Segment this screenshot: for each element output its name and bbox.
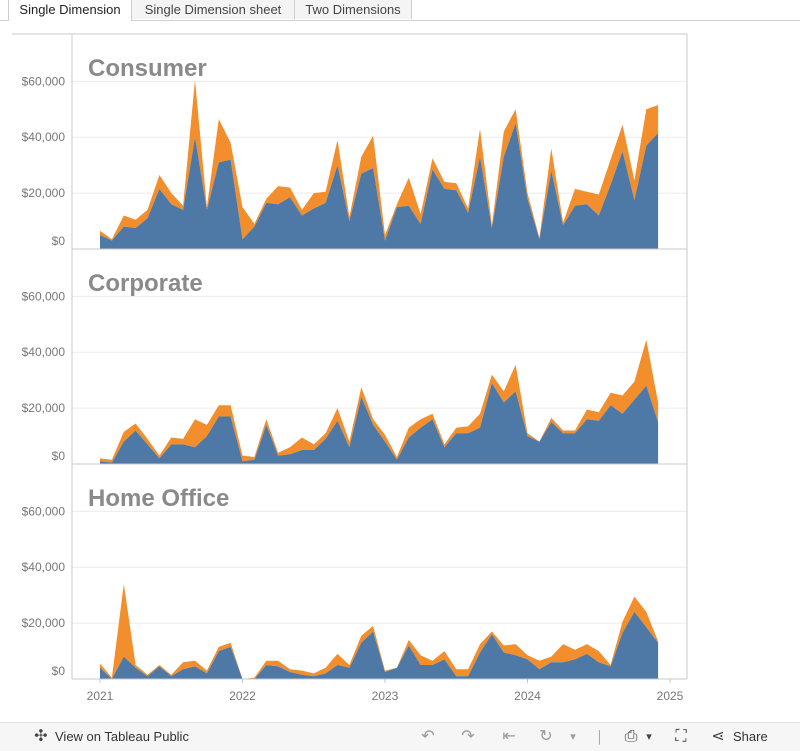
- fullscreen-icon[interactable]: ⛶: [675, 728, 687, 745]
- x-tick-label: 2021: [87, 689, 114, 703]
- stacked-area-chart: $0 $20,000 $40,000 $60,000 Consumer $0 $20,000…: [12, 33, 688, 703]
- y-tick-label: $20,000: [22, 616, 66, 630]
- x-tick-label: 2025: [657, 689, 684, 703]
- tab-single-dimension-sheet[interactable]: Single Dimension sheet: [132, 0, 295, 19]
- y-tick-label: $40,000: [22, 345, 66, 359]
- x-axis: 2021 2022 2023 2024 2025: [87, 679, 684, 703]
- view-on-tableau-public-link[interactable]: View on Tableau Public: [55, 729, 189, 744]
- y-tick-label: $60,000: [22, 74, 66, 88]
- area-series-primary: [100, 611, 659, 679]
- share-icon[interactable]: ⋖: [711, 728, 725, 745]
- x-tick-label: 2024: [514, 689, 541, 703]
- download-icon[interactable]: ⎙: [624, 728, 638, 745]
- area-series-secondary: [100, 80, 659, 241]
- y-tick-label: $60,000: [22, 504, 66, 518]
- panel-title: Consumer: [88, 55, 207, 82]
- tab-two-dimensions[interactable]: Two Dimensions: [295, 0, 412, 19]
- y-tick-label: $0: [52, 234, 66, 248]
- sheet-tab-bar: Single Dimension Single Dimension sheet …: [0, 0, 800, 21]
- y-tick-label: $20,000: [22, 401, 66, 415]
- tab-single-dimension[interactable]: Single Dimension: [8, 0, 132, 21]
- area-series-primary: [100, 383, 659, 464]
- panel-1: $0 $20,000 $40,000 $60,000 Corporate: [22, 249, 688, 465]
- y-tick-label: $20,000: [22, 186, 66, 200]
- y-tick-label: $0: [52, 664, 66, 678]
- tableau-toolbar: ✣ View on Tableau Public ↶ ↷ ⇤ ↻ ▾ │ ⎙ ▾…: [0, 722, 800, 751]
- y-tick-label: $0: [52, 449, 66, 463]
- y-tick-label: $40,000: [22, 130, 66, 144]
- tableau-logo-icon: ✣: [34, 728, 48, 745]
- area-series-secondary: [100, 584, 659, 679]
- area-series-primary: [100, 123, 659, 249]
- y-tick-label: $40,000: [22, 560, 66, 574]
- toolbar-divider-icon: │: [596, 730, 604, 744]
- refresh-dropdown-icon[interactable]: ▾: [570, 731, 576, 743]
- panel-0: $0 $20,000 $40,000 $60,000 Consumer: [12, 33, 688, 250]
- refresh-icon[interactable]: ↻: [539, 728, 553, 745]
- y-tick-label: $60,000: [22, 289, 66, 303]
- redo-icon[interactable]: ↷: [461, 728, 475, 745]
- x-tick-label: 2022: [229, 689, 256, 703]
- download-dropdown-icon[interactable]: ▾: [646, 731, 652, 743]
- panel-2: $0 $20,000 $40,000 $60,000 Home Office: [22, 464, 688, 680]
- panel-title: Corporate: [88, 270, 203, 297]
- revert-icon[interactable]: ⇤: [502, 728, 516, 745]
- share-button[interactable]: Share: [733, 729, 768, 744]
- undo-icon[interactable]: ↶: [421, 728, 435, 745]
- x-tick-label: 2023: [372, 689, 399, 703]
- panel-title: Home Office: [88, 485, 229, 512]
